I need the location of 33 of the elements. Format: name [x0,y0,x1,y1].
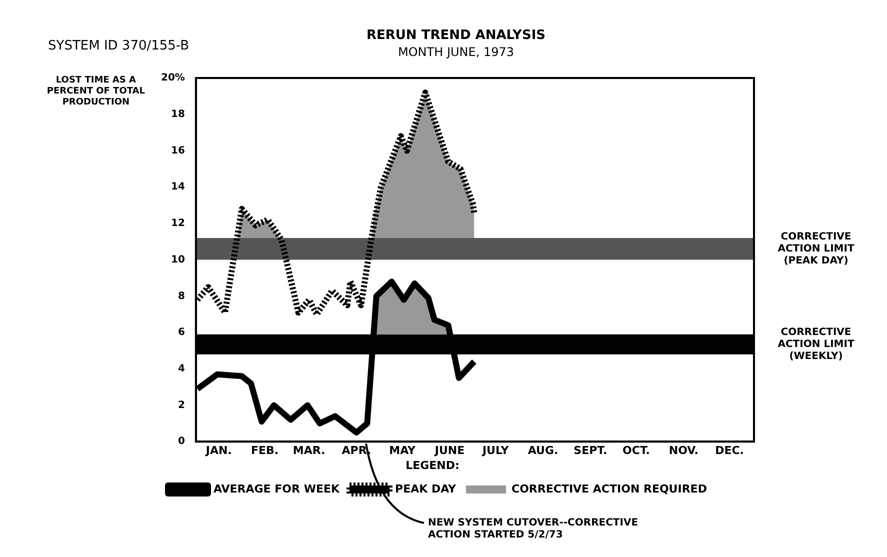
y-tick-label: 14 [171,182,185,193]
x-tick-label: AUG. [528,444,558,458]
y-tick-label: 20% [161,72,185,84]
y-tick-label: 8 [178,290,185,302]
y-tick-label: 18 [171,108,185,120]
chart-subtitle: MONTH JUNE, 1973 [398,44,514,59]
band-label: CORRECTIVE ACTION LIMIT (WEEKLY) [778,326,854,362]
legend-label: CORRECTIVE ACTION REQUIRED [512,482,707,496]
legend-label: AVERAGE FOR WEEK [214,482,340,496]
y-tick-label: 2 [178,400,185,411]
x-tick-label: DEC. [715,444,744,458]
legend-label: PEAK DAY [395,482,458,496]
y-axis-title: LOST TIME AS A PERCENT OF TOTAL PRODUCTION [46,75,146,108]
x-tick-label: JULY [481,444,510,458]
text: NEW SYSTEM CUTOVER--CORRECTIVE ACTION STARTED 5/2/73 [428,518,638,541]
x-tick-label: OCT. [622,444,650,458]
x-tick-label: MAR. [292,444,326,458]
x-tick-label: JAN. [204,444,232,458]
y-tick-label: 12 [171,218,185,230]
text: SYSTEM ID 370/155-B [48,38,190,54]
x-tick-label: SEPT. [574,444,608,458]
x-tick-label: MAY [389,444,417,458]
x-tick-label: FEB. [250,444,279,458]
y-tick-label: 4 [178,363,185,374]
y-tick-label: 10 [171,254,185,266]
y-tick-label: 6 [178,327,185,338]
x-tick-label: NOV. [668,444,698,458]
x-tick-label: JUNE [434,444,465,458]
chart-title: RERUN TREND ANALYSIS [366,28,546,44]
y-tick-label: 16 [171,145,185,156]
legend-title: LEGEND: [406,459,460,472]
y-tick-label: 0 [178,436,185,448]
band-label: CORRECTIVE ACTION LIMIT (PEAK DAY) [778,231,854,266]
